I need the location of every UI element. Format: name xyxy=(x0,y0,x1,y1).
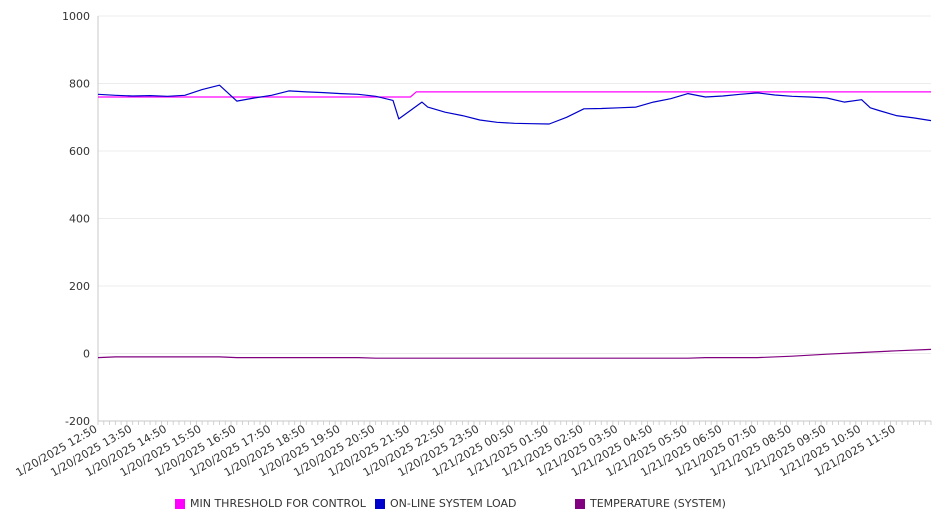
legend-label-temperature-system: TEMPERATURE (SYSTEM) xyxy=(590,497,726,510)
legend-swatch-temperature-system xyxy=(575,498,585,509)
y-axis-ticks: 1000 800 600 400 200 0 -200 xyxy=(62,10,90,428)
legend: MIN THRESHOLD FOR CONTROL ON-LINE SYSTEM… xyxy=(0,497,946,515)
legend-swatch-online-system-load xyxy=(375,498,385,509)
series-lines xyxy=(97,84,932,359)
legend-item-temperature-system[interactable]: TEMPERATURE (SYSTEM) xyxy=(575,497,726,510)
y-tick-label: 800 xyxy=(69,78,90,91)
y-tick-label: 600 xyxy=(69,145,90,158)
y-tick-label: -200 xyxy=(65,415,90,428)
y-tick-label: 0 xyxy=(83,348,90,361)
gridlines xyxy=(98,15,931,422)
legend-label-online-system-load: ON-LINE SYSTEM LOAD xyxy=(390,497,517,510)
legend-item-min-threshold[interactable]: MIN THRESHOLD FOR CONTROL xyxy=(175,497,366,510)
legend-swatch-min-threshold xyxy=(175,498,185,509)
y-tick-label: 1000 xyxy=(62,10,90,23)
line-chart: 1000 800 600 400 200 0 -200 1/20/2025 12:501/2… xyxy=(14,10,932,479)
legend-label-min-threshold: MIN THRESHOLD FOR CONTROL xyxy=(190,497,366,510)
series-line-temperature-system xyxy=(97,348,932,359)
y-tick-label: 400 xyxy=(69,213,90,226)
series-line-min-threshold xyxy=(98,91,931,98)
y-tick-label: 200 xyxy=(69,280,90,293)
series-line-online-system-load xyxy=(97,84,932,125)
x-axis-ticks: 1/20/2025 12:501/20/2025 13:501/20/2025 … xyxy=(14,421,932,479)
legend-item-online-system-load[interactable]: ON-LINE SYSTEM LOAD xyxy=(375,497,516,510)
